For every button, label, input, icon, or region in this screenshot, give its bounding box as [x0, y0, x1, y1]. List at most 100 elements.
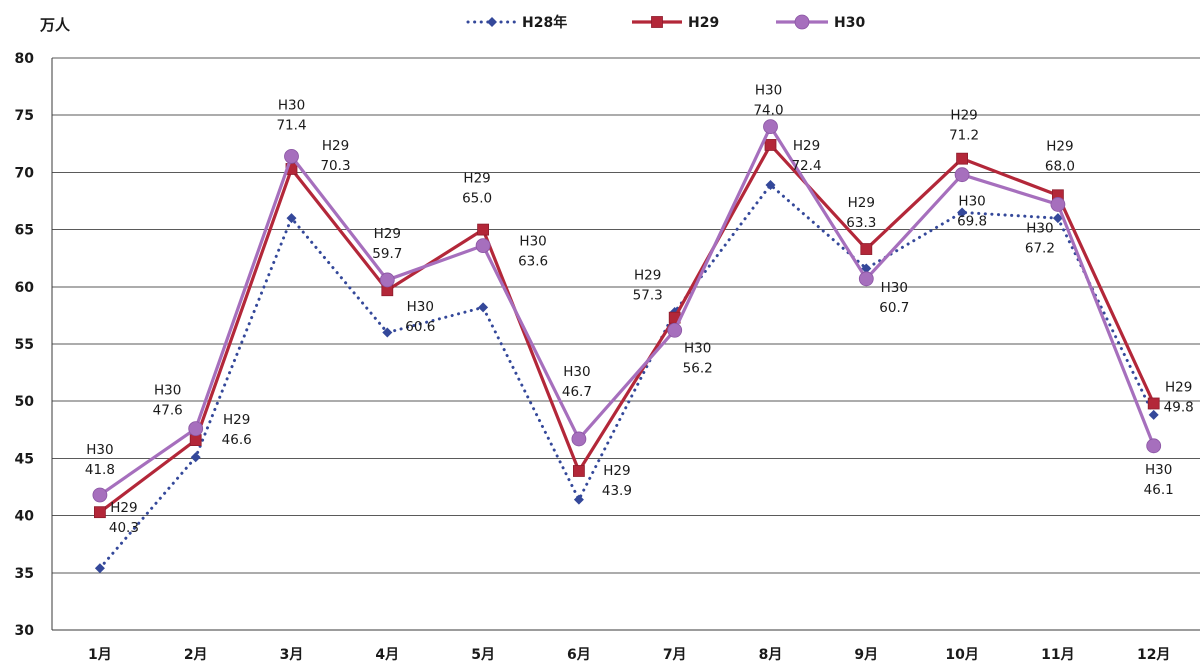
point-marker — [860, 243, 873, 255]
data-label: H30 60.7 — [879, 280, 909, 316]
point-marker — [94, 563, 105, 574]
data-label-series: H30 — [881, 280, 908, 296]
data-label-series: H29 — [322, 138, 349, 154]
data-label-value: 57.3 — [633, 288, 663, 304]
data-label-series: H30 — [684, 340, 711, 356]
data-label-series: H30 — [755, 83, 782, 99]
y-tick-label: 80 — [15, 51, 35, 67]
data-label-value: 41.8 — [85, 462, 115, 478]
data-label-value: 40.3 — [109, 520, 139, 536]
point-marker — [284, 148, 299, 164]
data-label: H30 67.2 — [1025, 220, 1055, 256]
x-tick-label: 6月 — [567, 647, 591, 663]
point-marker — [189, 434, 202, 446]
series-line — [98, 143, 1156, 514]
series-layer — [92, 119, 1162, 574]
point-marker — [478, 302, 489, 313]
series-2 — [94, 139, 1160, 519]
data-label-value: 72.4 — [791, 158, 821, 174]
point-marker — [92, 487, 108, 503]
legend-label: H30 — [834, 15, 865, 31]
point-marker — [571, 431, 587, 447]
legend-entry: H30 — [776, 14, 865, 31]
data-label: H30 69.8 — [957, 194, 987, 230]
data-label-series: H29 — [634, 268, 661, 284]
point-marker — [190, 452, 201, 463]
data-label-value: 56.2 — [683, 360, 713, 376]
data-label-series: H30 — [519, 234, 546, 250]
point-marker — [1146, 438, 1162, 454]
legend-marker — [794, 14, 810, 30]
data-label: H29 43.9 — [602, 463, 632, 499]
data-label-value: 60.6 — [405, 319, 435, 335]
grid — [51, 57, 1200, 631]
x-tick-label: 8月 — [759, 647, 783, 663]
data-label-series: H29 — [223, 412, 250, 428]
data-label: H29 40.3 — [109, 500, 139, 536]
point-marker — [477, 223, 490, 236]
x-tick-label: 4月 — [375, 647, 399, 663]
y-tick-label: 65 — [15, 223, 34, 239]
y-tick-label: 70 — [15, 165, 35, 181]
data-label-series: H30 — [1145, 462, 1172, 478]
data-label-series: H29 — [374, 226, 401, 242]
series-3 — [92, 119, 1162, 503]
point-marker — [764, 139, 777, 151]
legend: H28年 H29 H30 — [466, 14, 865, 31]
data-label-value: 46.1 — [1144, 482, 1174, 498]
legend-entry: H28年 — [466, 14, 567, 31]
data-label-series: H30 — [958, 194, 985, 210]
data-label-value: 63.6 — [518, 254, 548, 270]
legend-marker — [487, 17, 497, 27]
data-label: H30 60.6 — [405, 299, 435, 335]
y-tick-label: 50 — [15, 394, 35, 410]
legend-label: H28年 — [522, 14, 567, 31]
point-marker — [1148, 409, 1159, 420]
x-axis-ticks: 1月 2月 3月 4月 5月 6月 7月 8月 9月 10月 11月 12月 — [88, 647, 1170, 663]
data-label-value: 47.6 — [153, 403, 183, 419]
data-label-series: H29 — [1046, 138, 1073, 154]
point-marker — [861, 263, 872, 274]
data-label-series: H30 — [563, 364, 590, 380]
data-label-series: H29 — [848, 195, 875, 211]
y-axis-ticks: 80 75 70 65 60 55 50 45 40 35 30 — [15, 51, 35, 639]
data-label: H29 71.2 — [949, 108, 979, 144]
point-marker — [763, 119, 778, 135]
x-tick-label: 5月 — [471, 647, 495, 663]
data-label-value: 69.8 — [957, 214, 987, 230]
data-label: H30 71.4 — [276, 97, 306, 133]
data-label-value: 59.7 — [372, 246, 402, 262]
data-label-value: 49.8 — [1164, 399, 1194, 415]
x-tick-label: 3月 — [280, 647, 304, 663]
data-label-value: 46.6 — [222, 432, 252, 448]
data-label-value: 74.0 — [753, 103, 783, 119]
point-marker — [286, 213, 297, 224]
legend-label: H29 — [688, 15, 719, 31]
point-marker — [382, 327, 393, 338]
x-tick-label: 2月 — [184, 647, 208, 663]
data-label-value: 71.2 — [949, 128, 979, 144]
point-marker — [957, 207, 968, 218]
data-label-series: H29 — [110, 500, 137, 516]
point-marker — [94, 506, 106, 519]
legend-marker — [651, 16, 663, 28]
data-label: H29 72.4 — [791, 138, 821, 174]
point-marker — [858, 271, 874, 287]
data-label-value: 70.3 — [320, 158, 350, 174]
data-label-series: H29 — [950, 108, 977, 124]
point-marker — [667, 322, 683, 338]
y-tick-label: 30 — [15, 623, 35, 639]
point-marker — [379, 272, 395, 288]
data-label: H29 46.6 — [222, 412, 252, 448]
point-marker — [954, 167, 970, 183]
legend-entry: H29 — [632, 15, 719, 31]
data-label: H29 49.8 — [1164, 379, 1194, 415]
point-marker — [475, 238, 491, 254]
point-marker — [765, 179, 776, 190]
y-tick-label: 40 — [15, 509, 35, 525]
x-tick-label: 7月 — [663, 647, 687, 663]
x-tick-label: 12月 — [1137, 647, 1170, 663]
data-label-value: 67.2 — [1025, 240, 1055, 256]
